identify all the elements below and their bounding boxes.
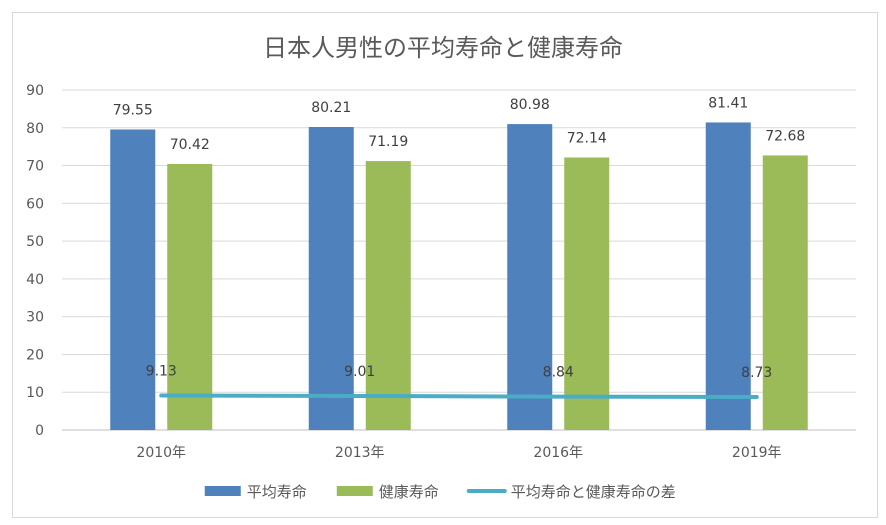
y-tick-label: 50 bbox=[26, 234, 44, 250]
difference-line bbox=[159, 393, 759, 400]
bar-value-label: 72.14 bbox=[567, 130, 607, 146]
y-tick-label: 30 bbox=[26, 310, 44, 326]
y-tick-label: 80 bbox=[26, 121, 44, 137]
legend-swatch bbox=[336, 486, 373, 496]
legend-swatch bbox=[204, 486, 241, 496]
chart-title: 日本人男性の平均寿命と健康寿命 bbox=[263, 34, 623, 62]
x-tick-label: 2019年 bbox=[732, 445, 782, 461]
bar-healthy-lifespan bbox=[762, 155, 808, 431]
bar-average-lifespan bbox=[705, 122, 751, 430]
bar-value-label: 81.41 bbox=[708, 95, 748, 111]
bar-value-label: 79.55 bbox=[113, 102, 153, 118]
bar-value-label: 71.19 bbox=[368, 134, 408, 150]
bar-healthy-lifespan bbox=[365, 161, 411, 430]
line-value-label: 8.73 bbox=[741, 365, 772, 381]
x-tick-label: 2010年 bbox=[136, 445, 186, 461]
y-tick-label: 10 bbox=[26, 385, 44, 401]
x-axis: 2010年 2013年 2016年 2019年 bbox=[136, 445, 781, 461]
bar-value-label: 70.42 bbox=[170, 137, 210, 153]
bar-healthy-lifespan bbox=[564, 157, 610, 430]
x-tick-label: 2016年 bbox=[533, 445, 583, 461]
legend-label: 健康寿命 bbox=[379, 483, 439, 501]
y-tick-label: 0 bbox=[35, 423, 44, 439]
legend-label: 平均寿命と健康寿命の差 bbox=[511, 483, 676, 501]
line-value-label: 8.84 bbox=[543, 365, 574, 381]
legend: 平均寿命 健康寿命 平均寿命と健康寿命の差 bbox=[204, 483, 676, 501]
bar-healthy-lifespan bbox=[167, 163, 213, 431]
legend-label: 平均寿命 bbox=[247, 483, 307, 501]
data-labels: 79.55 80.21 80.98 81.41 70.42 71.19 72.14 72.68… bbox=[113, 95, 806, 381]
y-axis: 0 10 20 30 40 50 60 70 80 90 bbox=[26, 83, 44, 439]
bar-average-lifespan bbox=[507, 124, 553, 430]
y-tick-label: 70 bbox=[26, 159, 44, 175]
bar-average-lifespan bbox=[308, 126, 354, 431]
bar-average-lifespan bbox=[110, 129, 156, 430]
bar-value-label: 80.98 bbox=[510, 97, 550, 113]
line-value-label: 9.01 bbox=[344, 364, 375, 380]
bars bbox=[110, 122, 808, 431]
x-tick-label: 2013年 bbox=[335, 445, 385, 461]
bar-value-label: 80.21 bbox=[311, 100, 351, 116]
y-tick-label: 90 bbox=[26, 83, 44, 99]
bar-value-label: 72.68 bbox=[765, 128, 805, 144]
y-tick-label: 20 bbox=[26, 347, 44, 363]
y-tick-label: 40 bbox=[26, 272, 44, 288]
line-value-label: 9.13 bbox=[146, 364, 177, 380]
y-tick-label: 60 bbox=[26, 196, 44, 212]
difference-line-path bbox=[159, 393, 759, 400]
